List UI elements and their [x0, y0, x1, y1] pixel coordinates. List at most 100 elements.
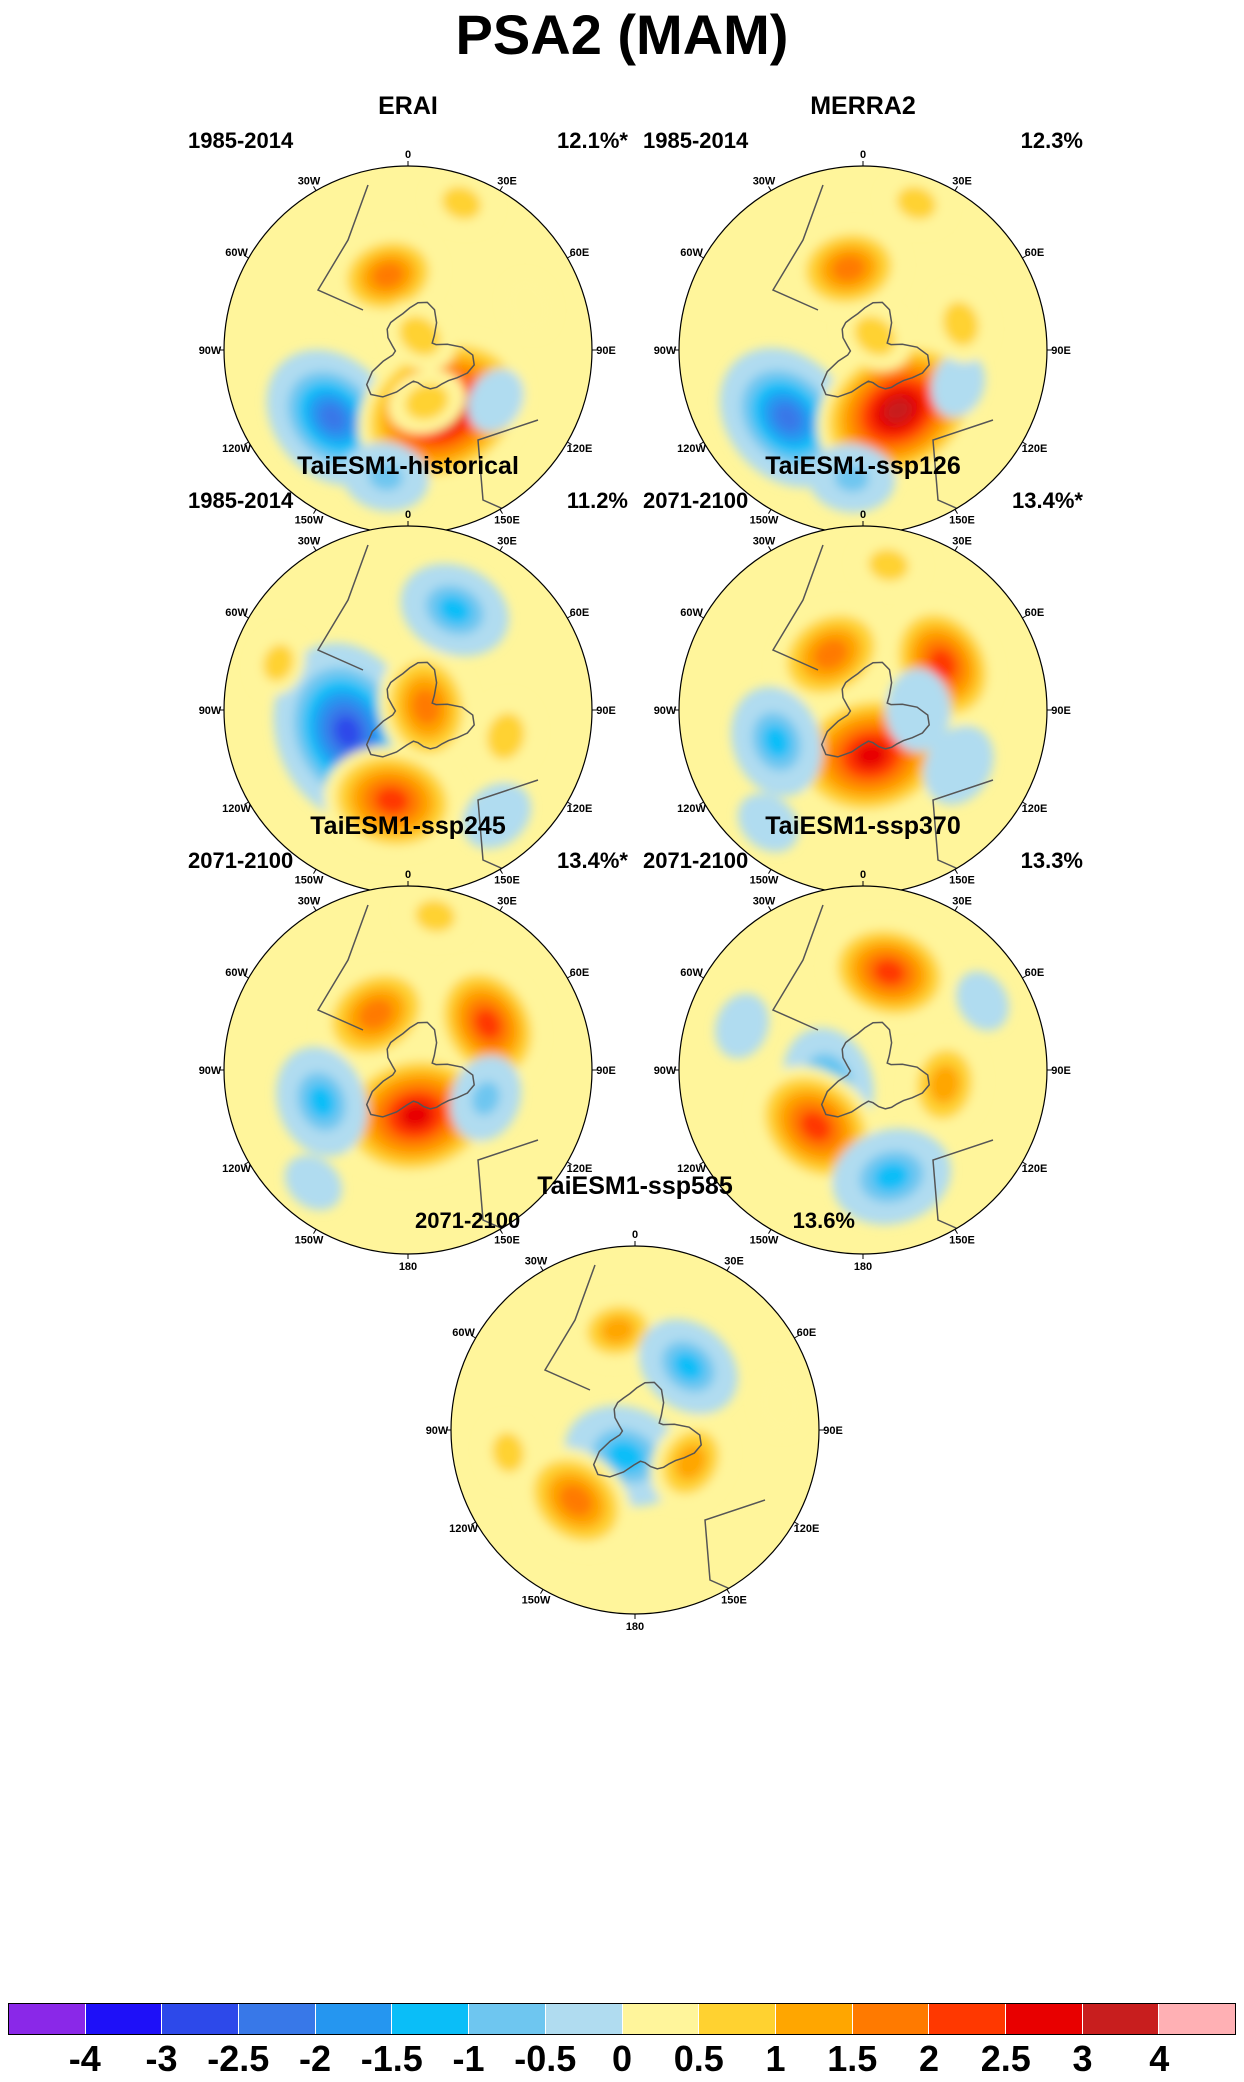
- anomaly-contour: [415, 900, 456, 932]
- longitude-tick: [567, 975, 572, 979]
- anomaly-contour: [307, 1084, 336, 1119]
- anomaly-contour: [438, 595, 472, 624]
- panel-title: TaiESM1-ssp126: [765, 452, 961, 480]
- longitude-tick: [699, 615, 704, 619]
- longitude-tick: [1022, 615, 1027, 619]
- longitude-label: 30E: [497, 535, 517, 547]
- longitude-tick: [794, 1521, 799, 1525]
- anomaly-contour: [674, 1444, 707, 1481]
- colorbar-swatch: [315, 2004, 393, 2034]
- colorbar-swatch: [239, 2004, 316, 2034]
- anomaly-contour: [263, 644, 294, 682]
- anomaly-contour: [956, 971, 1009, 1031]
- longitude-label: 60E: [797, 1327, 817, 1339]
- anomaly-contour: [800, 1111, 832, 1142]
- longitude-tick: [768, 186, 772, 191]
- panel-title: TaiESM1-ssp585: [537, 1172, 733, 1200]
- longitude-label: 180: [626, 1621, 644, 1630]
- panel-title: TaiESM1-ssp245: [310, 812, 506, 840]
- longitude-label: 180: [854, 1261, 872, 1270]
- anomaly-contour: [334, 716, 361, 748]
- colorbar-swatch: [699, 2004, 776, 2034]
- longitude-label: 90E: [596, 1065, 616, 1077]
- longitude-label: 90W: [199, 345, 222, 357]
- anomaly-contour: [942, 366, 974, 404]
- longitude-label: 90E: [1051, 1065, 1071, 1077]
- longitude-tick: [726, 1589, 730, 1594]
- anomaly-contour: [503, 275, 555, 337]
- longitude-tick: [244, 255, 249, 259]
- map-panel-5: TaiESM1-ssp370 2071-2100 13.3% 0 30E 60E 90E 12…: [643, 812, 1083, 1282]
- longitude-label: 0: [860, 150, 866, 161]
- longitude-label: 30W: [753, 895, 776, 907]
- colorbar-tick-label: 4: [1149, 2038, 1170, 2079]
- longitude-label: 120W: [677, 803, 706, 815]
- longitude-tick: [699, 975, 704, 979]
- longitude-label: 150E: [494, 515, 520, 527]
- panel-period: 2071-2100: [643, 848, 749, 873]
- longitude-label: 30W: [753, 175, 776, 187]
- anomaly-contour: [813, 638, 849, 670]
- longitude-tick: [768, 869, 772, 874]
- anomaly-contour: [399, 316, 441, 356]
- longitude-label: 90W: [654, 705, 677, 717]
- colorbar-swatch: [392, 2004, 470, 2034]
- longitude-label: 120E: [1022, 1163, 1048, 1175]
- longitude-tick: [1022, 1161, 1027, 1165]
- anomaly-contour: [284, 1155, 343, 1211]
- south-america-coastline: [771, 544, 824, 671]
- longitude-tick: [699, 255, 704, 259]
- map-panel-1: MERRA21985-201412.3%030E60E90E120E150E18…: [643, 92, 1083, 562]
- longitude-label: 180: [399, 1261, 417, 1270]
- longitude-label: 60E: [1025, 967, 1045, 979]
- colorbar-swatch: [775, 2004, 853, 2034]
- anomaly-contour: [883, 397, 913, 424]
- longitude-label: 90E: [1051, 705, 1071, 717]
- panel-variance: 11.2%: [566, 488, 628, 513]
- longitude-tick: [954, 1229, 958, 1234]
- longitude-label: 60W: [680, 967, 703, 979]
- longitude-tick: [699, 1161, 704, 1165]
- antarctica-coastline: [365, 1021, 475, 1118]
- anomaly-contour: [399, 1102, 433, 1129]
- longitude-label: 90W: [199, 705, 222, 717]
- longitude-tick: [499, 509, 503, 514]
- longitude-tick: [768, 546, 772, 551]
- longitude-tick: [313, 186, 317, 191]
- longitude-label: 60E: [570, 607, 590, 619]
- longitude-label: 30E: [724, 1255, 744, 1267]
- longitude-tick: [699, 801, 704, 805]
- anomaly-contour: [405, 383, 449, 421]
- colorbar: [8, 2003, 1236, 2035]
- longitude-label: 30E: [497, 895, 517, 907]
- longitude-tick: [499, 546, 503, 551]
- longitude-label: 120E: [567, 803, 593, 815]
- anomaly-contour: [854, 742, 888, 769]
- colorbar-swatch: [545, 2004, 623, 2034]
- colorbar-tick-label: -4: [68, 2038, 101, 2079]
- longitude-label: 60W: [680, 607, 703, 619]
- panel-title: MERRA2: [810, 92, 916, 120]
- anomaly-contour: [762, 724, 791, 759]
- anomaly-contour: [942, 301, 979, 346]
- colorbar-swatch: [469, 2004, 546, 2034]
- longitude-tick: [540, 1589, 544, 1594]
- longitude-label: 90W: [426, 1425, 449, 1437]
- longitude-label: 30W: [298, 535, 321, 547]
- longitude-label: 120E: [1022, 803, 1048, 815]
- colorbar-swatch: [1159, 2004, 1235, 2034]
- anomaly-contour: [834, 464, 869, 492]
- longitude-label: 30W: [298, 895, 321, 907]
- anomaly-contour: [773, 403, 802, 433]
- longitude-label: 60E: [570, 247, 590, 259]
- longitude-label: 90W: [199, 1065, 222, 1077]
- longitude-label: 60E: [1025, 607, 1045, 619]
- antarctica-coastline: [820, 301, 930, 398]
- longitude-label: 120E: [567, 443, 593, 455]
- anomaly-contour: [358, 998, 394, 1030]
- longitude-tick: [313, 906, 317, 911]
- longitude-label: 0: [405, 510, 411, 521]
- longitude-label: 0: [405, 870, 411, 881]
